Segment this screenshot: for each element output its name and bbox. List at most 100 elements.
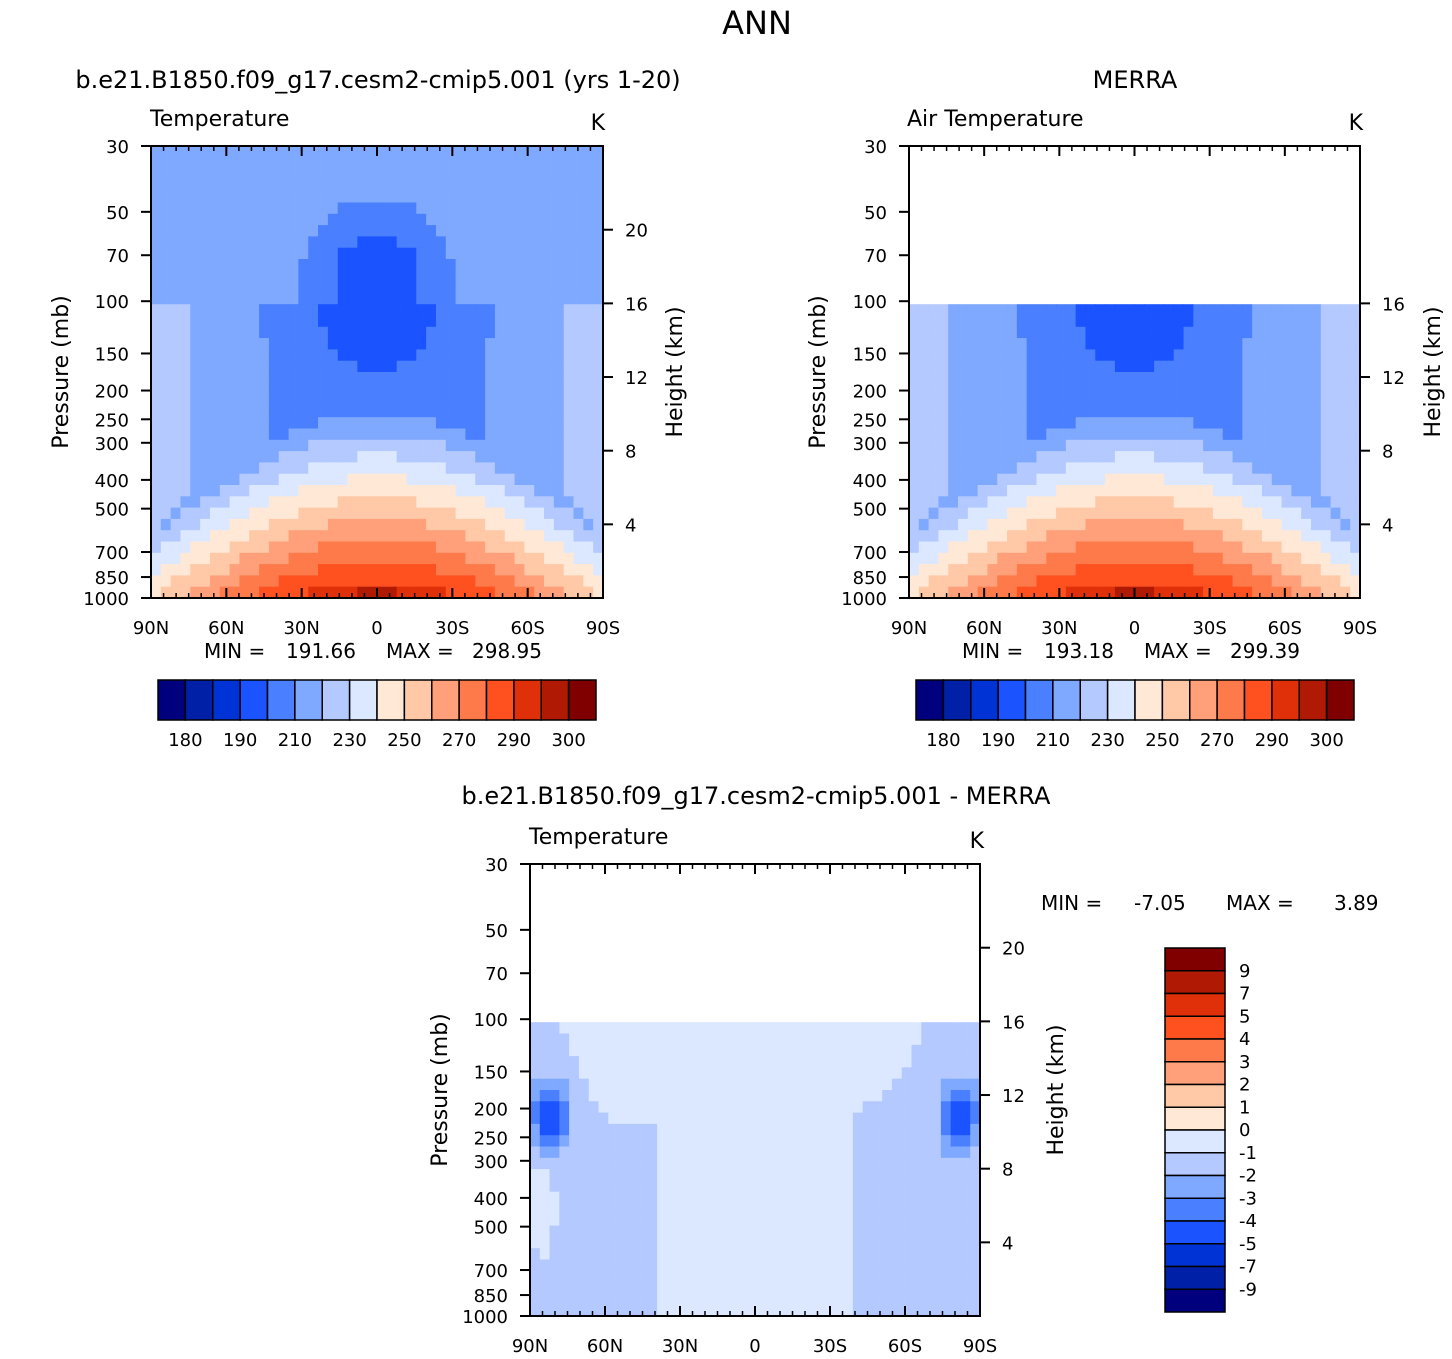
field-cell bbox=[940, 1067, 952, 1080]
field-cell bbox=[784, 1169, 795, 1181]
field-cell bbox=[318, 485, 329, 497]
field-cell bbox=[569, 1056, 580, 1068]
field-cell bbox=[1320, 417, 1332, 430]
field-cell bbox=[1330, 383, 1341, 396]
field-cell bbox=[1046, 462, 1057, 475]
field-cell bbox=[416, 451, 427, 463]
field-cell bbox=[1026, 326, 1038, 339]
field-cell bbox=[872, 1135, 883, 1148]
field-cell bbox=[1075, 417, 1087, 430]
field-cell bbox=[1056, 304, 1067, 317]
field-cell bbox=[534, 530, 545, 543]
field-cell bbox=[170, 541, 182, 554]
field-cell bbox=[485, 236, 496, 249]
field-cell bbox=[608, 1146, 619, 1159]
field-cell bbox=[534, 179, 545, 192]
field-cell bbox=[657, 1146, 668, 1159]
field-cell bbox=[416, 439, 427, 452]
field-cell bbox=[938, 530, 949, 543]
field-cell bbox=[200, 439, 211, 452]
field-cell bbox=[455, 338, 467, 350]
field-cell bbox=[1193, 360, 1204, 373]
field-cell bbox=[160, 315, 172, 328]
field-cell bbox=[485, 564, 496, 576]
field-cell bbox=[627, 1112, 639, 1125]
field-cell bbox=[553, 304, 565, 317]
field-cell bbox=[190, 179, 201, 192]
field-cell bbox=[514, 372, 525, 384]
field-cell bbox=[666, 1191, 678, 1204]
field-cell bbox=[608, 1270, 619, 1283]
field-cell bbox=[909, 485, 920, 497]
field-cell bbox=[160, 485, 172, 497]
field-cell bbox=[524, 485, 535, 497]
field-cell bbox=[745, 1214, 756, 1227]
y-tick-label: 850 bbox=[853, 568, 887, 589]
field-cell bbox=[1046, 394, 1057, 407]
field-cell bbox=[872, 1191, 883, 1204]
field-cell bbox=[813, 1090, 825, 1102]
field-cell bbox=[465, 405, 476, 418]
field-cell bbox=[1016, 304, 1028, 317]
field-cell bbox=[318, 462, 329, 475]
field-cell bbox=[200, 428, 211, 441]
field-cell bbox=[190, 541, 201, 554]
field-cell bbox=[598, 1090, 609, 1102]
field-cell bbox=[209, 541, 221, 554]
field-cell bbox=[725, 1123, 737, 1136]
field-cell bbox=[909, 507, 920, 520]
field-cell bbox=[445, 372, 457, 384]
field-cell bbox=[1330, 575, 1341, 588]
field-cell bbox=[1350, 530, 1361, 543]
field-cell bbox=[1065, 507, 1077, 520]
field-cell bbox=[909, 315, 920, 328]
field-cell bbox=[539, 1236, 551, 1249]
field-cell bbox=[588, 1203, 600, 1215]
field-cell bbox=[1026, 575, 1038, 588]
field-cell bbox=[882, 1101, 893, 1114]
field-cell bbox=[549, 1033, 560, 1046]
field-cell bbox=[1036, 405, 1047, 418]
field-cell bbox=[950, 1101, 962, 1114]
field-cell bbox=[1261, 315, 1273, 328]
field-cell bbox=[891, 1282, 903, 1294]
field-cell bbox=[997, 349, 1008, 362]
field-cell bbox=[1350, 338, 1361, 350]
field-cell bbox=[872, 1225, 883, 1238]
field-cell bbox=[530, 1090, 541, 1102]
field-cell bbox=[1261, 372, 1273, 384]
field-cell bbox=[1075, 394, 1087, 407]
field-cell bbox=[891, 1180, 903, 1193]
y-tick-label: 1000 bbox=[83, 589, 129, 610]
field-cell bbox=[445, 157, 457, 170]
field-cell bbox=[151, 179, 162, 192]
field-cell bbox=[504, 405, 516, 418]
field-cell bbox=[1144, 372, 1155, 384]
field-cell bbox=[416, 304, 427, 317]
field-cell bbox=[862, 1078, 873, 1091]
field-cell bbox=[1075, 496, 1087, 509]
field-cell bbox=[948, 326, 959, 339]
field-cell bbox=[901, 1135, 913, 1148]
field-cell bbox=[534, 360, 545, 373]
field-cell bbox=[1350, 383, 1361, 396]
field-cell bbox=[1281, 338, 1292, 350]
field-cell bbox=[386, 428, 398, 441]
field-cell bbox=[696, 1180, 707, 1193]
field-cell bbox=[608, 1293, 619, 1306]
field-cell bbox=[357, 315, 368, 328]
field-cell bbox=[764, 1033, 776, 1046]
field-cell bbox=[578, 1304, 590, 1317]
field-cell bbox=[755, 1044, 766, 1057]
field-cell bbox=[445, 496, 457, 509]
field-cell bbox=[1261, 417, 1273, 430]
field-cell bbox=[1261, 518, 1273, 531]
field-cell bbox=[549, 1180, 560, 1193]
field-cell bbox=[239, 507, 250, 520]
field-cell bbox=[367, 428, 378, 441]
field-cell bbox=[987, 338, 998, 350]
field-cell bbox=[563, 564, 575, 576]
field-cell bbox=[967, 530, 979, 543]
field-cell bbox=[1261, 428, 1273, 441]
field-cell bbox=[475, 428, 486, 441]
